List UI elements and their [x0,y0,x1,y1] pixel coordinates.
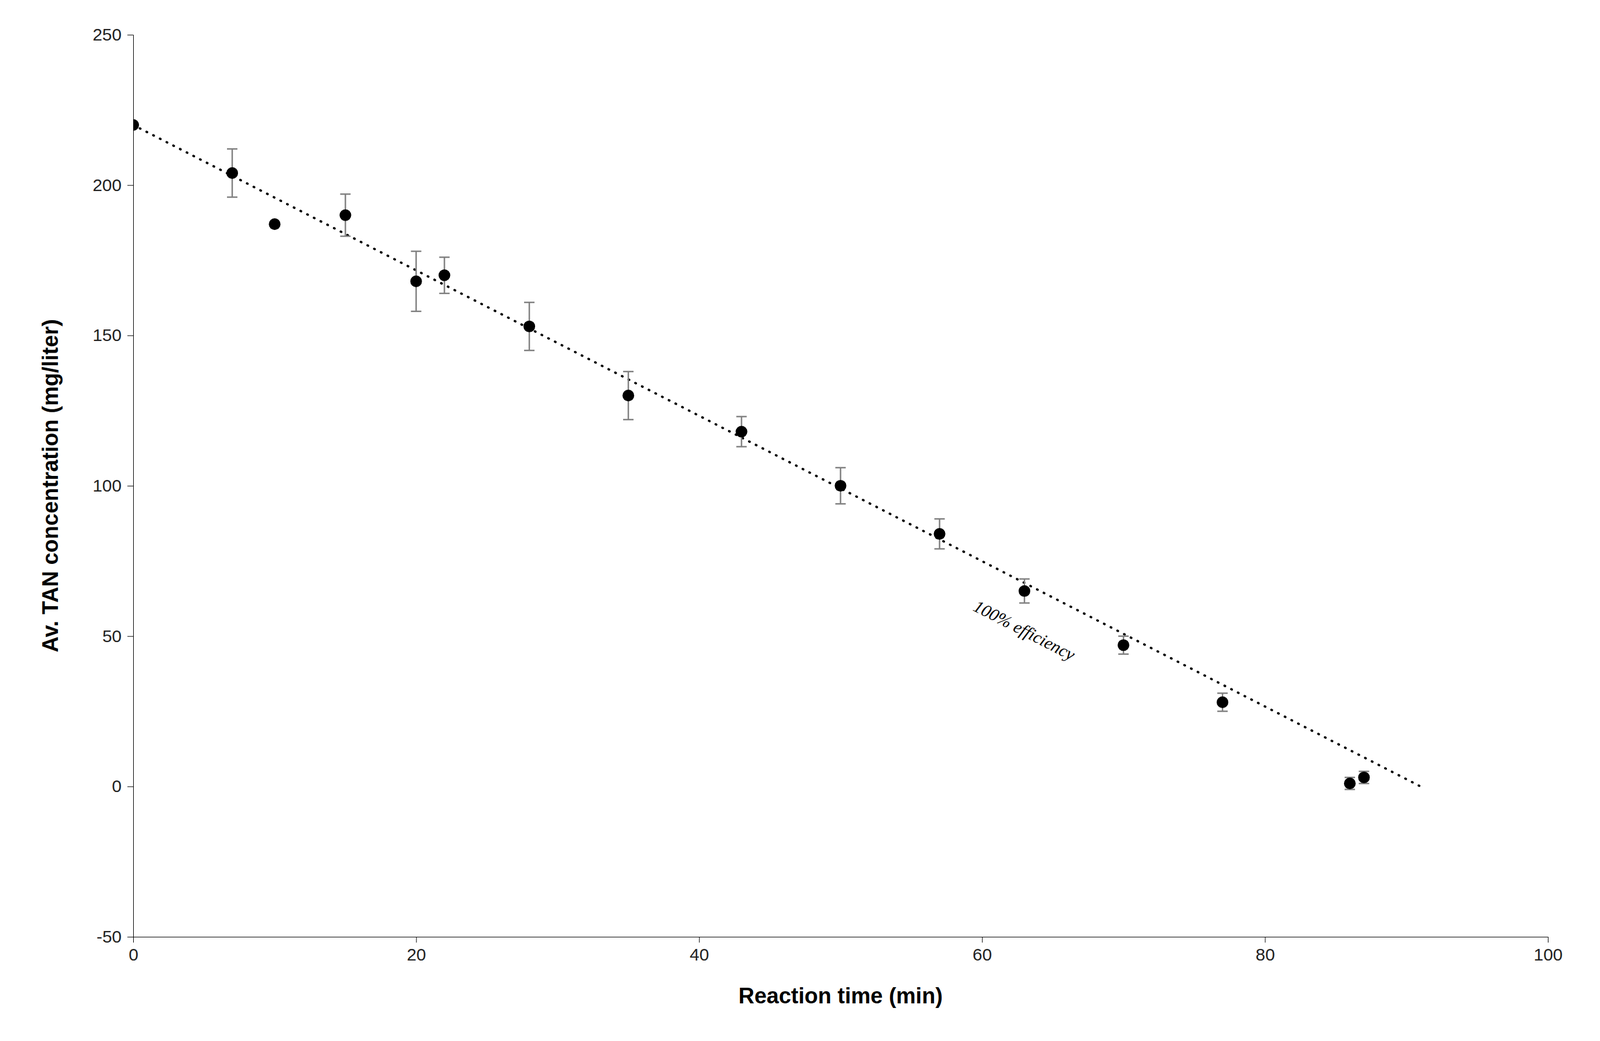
tick-mark [416,936,417,943]
tick-mark [127,185,134,186]
tick-mark [1547,936,1549,943]
tick-mark [127,485,134,487]
point [268,218,281,230]
point [834,480,847,492]
point [339,209,351,222]
y-axis-line [127,35,134,938]
tick-mark [1264,936,1266,943]
tick: -50 [96,927,134,947]
point [133,119,139,131]
tick-label: 60 [972,945,992,965]
tick-mark [133,936,134,943]
chart: 0 20 40 60 80 100 -50 0 50 100 150 200 250 Reaction t… [0,0,1600,1041]
tick-label: 250 [92,24,122,45]
tick-label: 40 [689,945,709,965]
x-axis: 0 20 40 60 80 100 [128,936,1563,965]
point [933,528,946,540]
plot-area [133,119,1421,790]
x-axis-title: Reaction time (min) [738,983,943,1009]
tick-mark [127,786,134,787]
y-axis-title: Av. TAN concentration (mg/liter) [38,319,63,653]
tick-mark [127,335,134,336]
tick: 80 [1255,936,1275,965]
y-axis: -50 0 50 100 150 200 250 [92,24,134,947]
line [133,125,1421,787]
tick: 100 [92,476,134,496]
point [1357,771,1370,784]
tick: 0 [111,776,134,796]
tick: 60 [972,936,992,965]
tick: 50 [102,626,134,646]
tick-label: 100 [1533,945,1563,965]
tick-label: 150 [92,325,122,345]
annotation: 100% efficiency [970,596,1079,665]
tick-mark [127,34,134,36]
tick-label: 0 [128,945,139,965]
tick-label: 200 [92,175,122,195]
tick-mark [982,936,983,943]
point [1344,777,1356,790]
tick: 100 [1533,936,1563,965]
tick-mark [127,636,134,637]
tick: 250 [92,24,134,45]
tick-mark [127,936,134,938]
tick-label: 20 [406,945,426,965]
tick: 40 [689,936,709,965]
tick: 150 [92,325,134,345]
point [1018,585,1031,598]
tick-label: 80 [1255,945,1275,965]
x-axis-line [133,937,1549,944]
tick: 200 [92,175,134,195]
point [226,167,239,179]
tick-label: 0 [111,776,122,796]
point [1216,696,1229,709]
tick: 0 [128,936,139,965]
tick-label: 50 [102,626,122,646]
tick-mark [698,936,700,943]
point [523,320,536,333]
point [1117,639,1130,651]
tick-label: -50 [96,927,122,947]
point [735,425,748,438]
tick: 20 [406,936,426,965]
tick-label: 100 [92,476,122,496]
point [410,275,423,288]
point [438,269,450,281]
point [622,389,635,402]
